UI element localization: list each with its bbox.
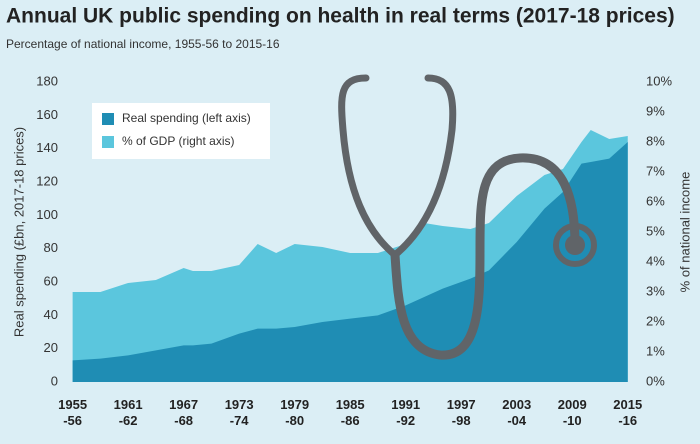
x-tick-label: 2009 -10 — [557, 397, 587, 428]
y2-tick-label: 4% — [646, 253, 665, 268]
y-tick-label: 20 — [44, 340, 58, 355]
legend-box — [92, 103, 270, 159]
y2-tick-label: 1% — [646, 343, 665, 358]
x-tick-label: 2015 -16 — [613, 397, 643, 428]
y2-tick-label: 7% — [646, 163, 665, 178]
y-tick-label: 80 — [44, 240, 58, 255]
legend: Real spending (left axis) % of GDP (right… — [92, 103, 270, 159]
x-tick-label: 1955 -56 — [58, 397, 88, 428]
x-tick-label: 1961 -62 — [113, 397, 143, 428]
x-tick-label: 1991 -92 — [391, 397, 421, 428]
x-tick-label: 1985 -86 — [335, 397, 365, 428]
legend-swatch — [102, 136, 114, 148]
chart-title: Annual UK public spending on health in r… — [6, 5, 675, 28]
y2-tick-label: 6% — [646, 193, 665, 208]
y2-tick-label: 2% — [646, 313, 665, 328]
area — [72, 142, 628, 382]
y2-tick-label: 10% — [646, 73, 672, 88]
legend-label: Real spending (left axis) — [122, 111, 251, 125]
y-tick-label: 120 — [36, 173, 58, 188]
y2-tick-label: 9% — [646, 103, 665, 118]
y-axis-label: Real spending (£bn, 2017-18 prices) — [11, 127, 26, 337]
y2-tick-label: 0% — [646, 373, 665, 388]
x-tick-label: 1967 -68 — [169, 397, 199, 428]
areas — [72, 130, 628, 382]
x-tick-label: 1979 -80 — [280, 397, 310, 428]
y-tick-label: 40 — [44, 307, 58, 322]
y-tick-label: 0 — [51, 373, 58, 388]
legend-swatch — [102, 113, 114, 125]
legend-label: % of GDP (right axis) — [122, 134, 234, 148]
chart-subtitle: Percentage of national income, 1955-56 t… — [6, 37, 280, 51]
y-tick-label: 100 — [36, 207, 58, 222]
y2-tick-label: 5% — [646, 223, 665, 238]
y2-tick-label: 3% — [646, 283, 665, 298]
stethoscope-illustration — [338, 74, 597, 360]
x-tick-label: 1997 -98 — [446, 397, 476, 428]
y2-axis-label: % of national income — [677, 172, 692, 293]
y2-tick-label: 8% — [646, 133, 665, 148]
x-tick-label: 1973 -74 — [224, 397, 254, 428]
y-tick-label: 60 — [44, 273, 58, 288]
x-tick-label: 2003 -04 — [502, 397, 532, 428]
y-tick-label: 180 — [36, 73, 58, 88]
y-tick-label: 160 — [36, 107, 58, 122]
y-tick-label: 140 — [36, 140, 58, 155]
